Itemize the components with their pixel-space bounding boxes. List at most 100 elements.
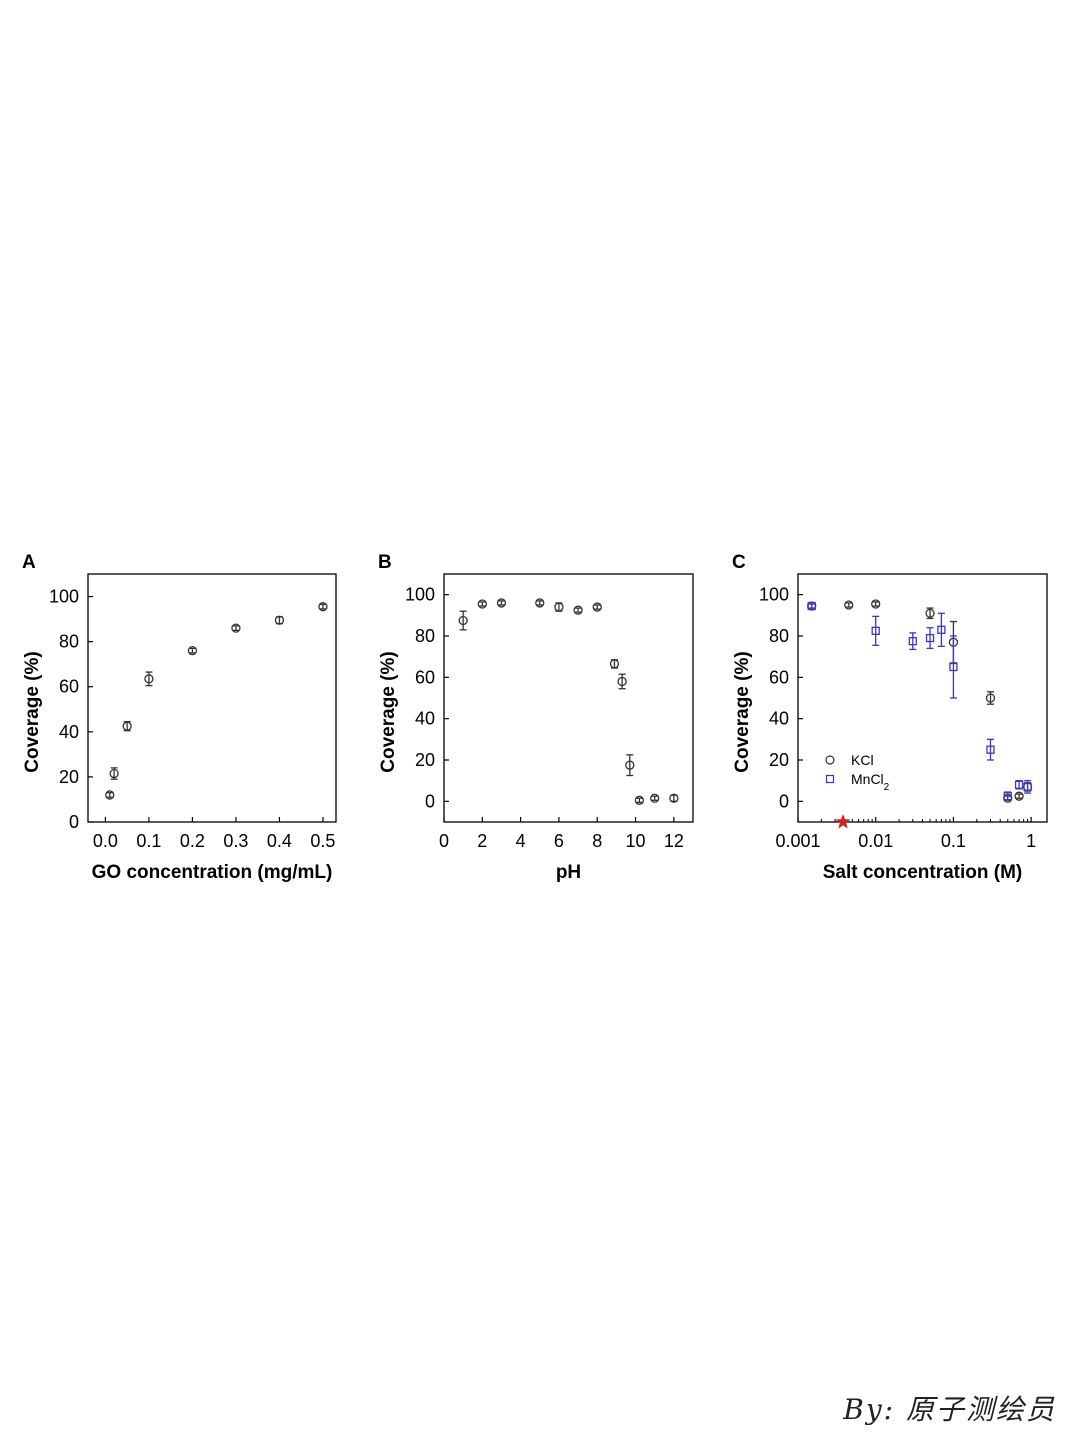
data-point [144, 671, 154, 687]
square-marker [925, 633, 935, 643]
circle-marker [871, 599, 881, 609]
data-point [187, 646, 198, 656]
plot-frame [797, 573, 1048, 823]
y-tick-label: 60 [769, 667, 789, 687]
panel-label: C [732, 552, 746, 573]
data-point [650, 793, 660, 803]
y-tick-label: 80 [769, 626, 789, 646]
x-tick-label: 0.001 [775, 831, 820, 851]
circle-marker [925, 608, 935, 618]
y-tick-label: 0 [69, 812, 79, 832]
data-point [1023, 780, 1032, 794]
data-point [871, 599, 881, 609]
y-tick-label: 40 [59, 722, 79, 742]
circle-marker [122, 721, 132, 731]
y-tick-label: 40 [415, 709, 435, 729]
circle-marker [318, 602, 328, 612]
star-icon [835, 814, 851, 829]
chart-panel-a: A 0.0 0.1 0.2 0.3 0.4 0.5 0 20 40 60 80 100 GO concen… [22, 552, 337, 883]
x-tick-label: 12 [664, 831, 684, 851]
x-tick-label: 0.2 [180, 831, 205, 851]
data-point [1014, 791, 1024, 801]
circle-marker [458, 615, 468, 626]
circle-marker [609, 659, 620, 669]
x-tick-label: 0.3 [223, 831, 248, 851]
data-point [573, 605, 583, 615]
circle-marker [187, 646, 198, 656]
x-tick-label: 1 [1026, 831, 1036, 851]
x-axis-title: pH [556, 862, 581, 883]
data-point [871, 615, 880, 646]
data-point [477, 599, 487, 609]
circle-marker [985, 693, 996, 703]
square-marker [1014, 780, 1024, 789]
plot-frame [443, 573, 694, 823]
x-tick-label: 6 [554, 831, 564, 851]
y-tick-label: 100 [405, 585, 435, 605]
legend: KCl MnCl2 [825, 752, 890, 793]
y-tick-label: 60 [59, 677, 79, 697]
circle-marker [274, 615, 285, 625]
y-axis-title: Coverage (%) [732, 651, 753, 772]
panel-label: A [22, 552, 36, 573]
y-tick-label: 100 [759, 585, 789, 605]
y-tick-label: 20 [769, 750, 789, 770]
legend-square-symbol [825, 774, 835, 784]
square-marker [986, 745, 995, 754]
data-point [985, 691, 996, 705]
data-point [669, 793, 679, 803]
circle-marker [634, 795, 645, 805]
x-tick-label: 0.01 [858, 831, 893, 851]
circle-marker [844, 600, 854, 610]
legend-circle-symbol [825, 755, 835, 765]
circle-marker [105, 790, 115, 800]
data-point [925, 627, 935, 650]
x-tick-label: 8 [592, 831, 602, 851]
x-tick-label: 0.4 [267, 831, 292, 851]
y-tick-label: 60 [415, 667, 435, 687]
x-tick-label: 10 [626, 831, 646, 851]
square-marker [908, 637, 917, 646]
circle-marker [625, 760, 635, 770]
data-point [122, 721, 132, 732]
circle-marker [109, 768, 119, 779]
y-tick-label: 20 [415, 750, 435, 770]
y-tick-label: 20 [59, 767, 79, 787]
data-point [634, 795, 645, 805]
circle-marker [477, 599, 487, 609]
square-marker [871, 626, 880, 635]
data-point [986, 738, 995, 761]
circle-marker [617, 676, 627, 687]
data-point [554, 602, 564, 612]
data-point [625, 754, 635, 777]
circle-marker [669, 793, 679, 803]
data-point [274, 615, 285, 625]
data-point [105, 790, 115, 800]
chart-panel-c: C 0.001 0.01 0.1 1 0 20 40 60 80 100 Salt concentra… [732, 552, 1048, 883]
data-point [937, 612, 946, 647]
square-marker [807, 601, 816, 611]
circle-marker [231, 623, 241, 633]
x-tick-label: 0 [439, 831, 449, 851]
square-marker [1003, 792, 1012, 801]
y-tick-label: 80 [59, 632, 79, 652]
watermark-text: By: 原子测绘员 [843, 1393, 1056, 1426]
x-tick-label: 4 [516, 831, 526, 851]
circle-marker [592, 602, 602, 612]
data-point [458, 610, 468, 631]
y-tick-label: 40 [769, 709, 789, 729]
y-tick-label: 0 [779, 791, 789, 811]
x-tick-label: 0.5 [310, 831, 335, 851]
data-point [1003, 791, 1012, 801]
legend-subscript: 2 [884, 782, 890, 793]
plot-frame [87, 573, 337, 823]
circle-marker [573, 605, 583, 615]
square-marker [949, 662, 958, 672]
y-axis-title: Coverage (%) [378, 651, 399, 772]
data-point [807, 601, 816, 611]
data-point [617, 673, 627, 690]
y-tick-label: 100 [49, 587, 79, 607]
y-tick-label: 0 [425, 791, 435, 811]
data-point [844, 600, 854, 610]
